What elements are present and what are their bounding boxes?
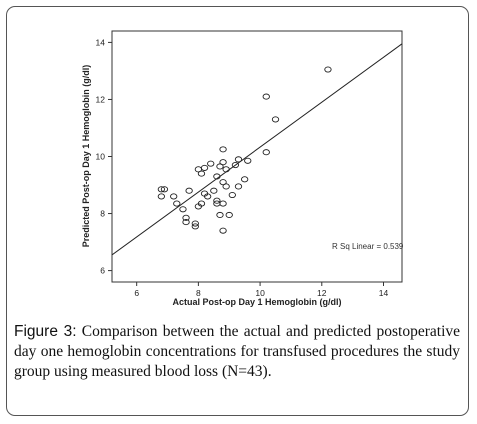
data-point bbox=[157, 193, 166, 200]
x-tick-label: 12 bbox=[317, 288, 327, 298]
data-point bbox=[324, 66, 332, 73]
data-point bbox=[271, 116, 280, 123]
data-point bbox=[228, 191, 236, 199]
data-point bbox=[262, 93, 270, 100]
data-point bbox=[241, 176, 249, 183]
data-point bbox=[219, 200, 227, 207]
data-point bbox=[219, 146, 227, 153]
y-tick-label: 12 bbox=[96, 94, 106, 104]
data-point bbox=[244, 157, 252, 164]
data-point bbox=[213, 173, 221, 180]
x-axis-ticks: 6 8 10 12 14 bbox=[134, 282, 388, 298]
y-tick-label: 14 bbox=[96, 37, 106, 47]
figure-caption: Figure 3: Comparison between the actual … bbox=[14, 322, 460, 382]
data-point bbox=[216, 211, 224, 219]
y-tick-label: 10 bbox=[96, 152, 106, 162]
data-point bbox=[234, 183, 243, 190]
data-point bbox=[200, 164, 209, 171]
data-point bbox=[219, 227, 227, 234]
data-point bbox=[207, 160, 215, 167]
data-point bbox=[170, 193, 178, 200]
caption-label: Figure 3: bbox=[14, 323, 77, 340]
data-point bbox=[234, 156, 243, 163]
y-tick-label: 8 bbox=[100, 209, 105, 219]
data-point bbox=[160, 186, 169, 193]
data-point bbox=[210, 187, 218, 194]
data-point bbox=[225, 211, 233, 219]
data-points bbox=[157, 66, 332, 234]
data-point bbox=[197, 170, 206, 177]
data-point bbox=[222, 183, 230, 190]
data-point bbox=[182, 214, 190, 221]
x-tick-label: 14 bbox=[379, 288, 389, 298]
data-point bbox=[179, 206, 187, 213]
x-tick-label: 6 bbox=[134, 288, 139, 298]
data-point bbox=[262, 149, 270, 156]
data-point bbox=[185, 187, 193, 194]
data-point bbox=[157, 186, 166, 193]
x-tick-label: 10 bbox=[255, 288, 265, 298]
data-point bbox=[191, 223, 199, 230]
data-point bbox=[182, 219, 190, 226]
data-point bbox=[222, 166, 230, 173]
y-tick-label: 6 bbox=[100, 266, 105, 276]
x-axis-label: Actual Post-op Day 1 Hemoglobin (g/dl) bbox=[172, 297, 341, 307]
caption-text: Comparison between the actual and predic… bbox=[14, 323, 460, 380]
data-point bbox=[213, 197, 221, 204]
data-point bbox=[219, 159, 227, 166]
x-tick-label: 8 bbox=[196, 288, 201, 298]
scatter-chart: 6 8 10 12 14 6 8 10 12 14 R Sq Linear = 0.539 Ac… bbox=[81, 30, 404, 307]
data-point bbox=[191, 220, 199, 227]
data-point bbox=[203, 193, 212, 200]
data-point bbox=[197, 200, 206, 207]
regression-line bbox=[111, 43, 403, 256]
data-point bbox=[231, 162, 240, 169]
y-axis-label: Predicted Post-op Day 1 Hemoglobin (g/dl… bbox=[81, 65, 91, 248]
data-point bbox=[173, 200, 181, 207]
plot-area bbox=[111, 30, 403, 283]
r-squared-annotation: R Sq Linear = 0.539 bbox=[332, 242, 404, 251]
y-axis-ticks: 6 8 10 12 14 bbox=[96, 37, 112, 276]
